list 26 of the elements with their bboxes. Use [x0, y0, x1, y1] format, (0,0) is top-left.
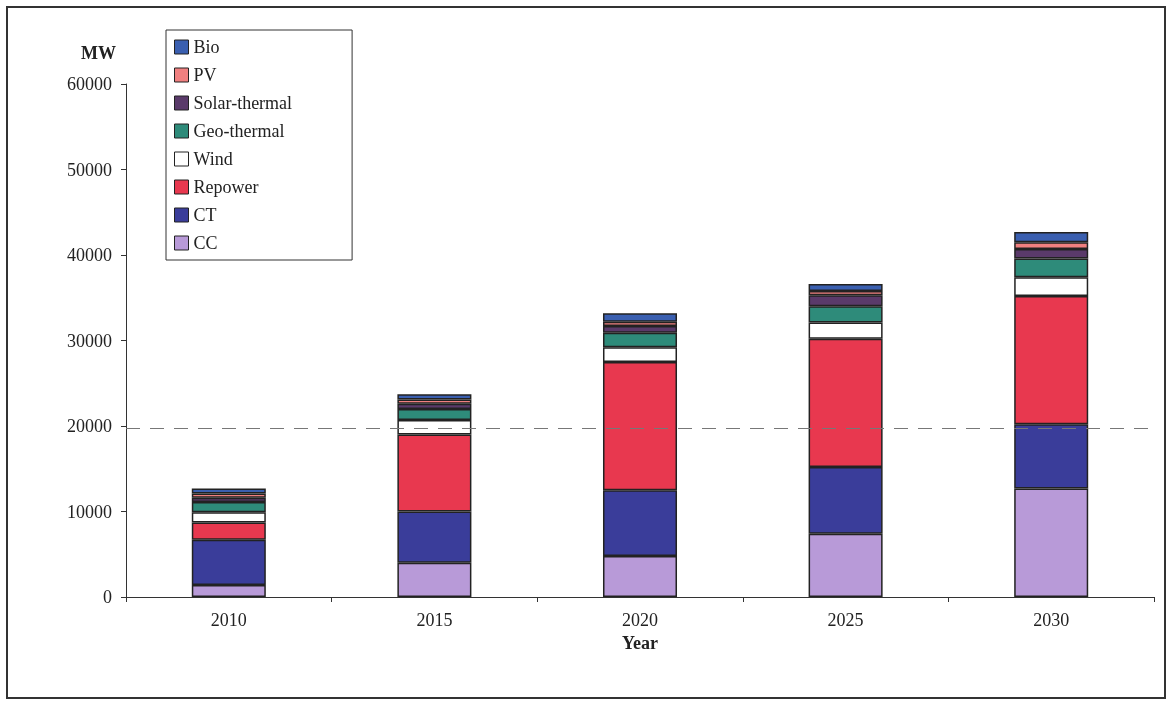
legend-label: PV [193, 65, 217, 85]
legend-label: CC [193, 233, 218, 253]
y-tick-label: 0 [103, 587, 112, 607]
x-tick-label: 2020 [622, 610, 658, 630]
legend-label: Wind [193, 149, 233, 169]
legend-label: Repower [193, 177, 259, 197]
y-tick-label: 50000 [67, 159, 112, 180]
y-tick-label: 60000 [67, 74, 112, 94]
x-axis-title: Year [622, 632, 658, 653]
x-tick-label: 2030 [1033, 610, 1070, 630]
x-tick-label: 2015 [416, 610, 453, 630]
y-axis-title: MW [81, 43, 116, 63]
legend-label: Solar-thermal [193, 93, 293, 113]
bar [602, 313, 678, 322]
x-tick-label: 2010 [210, 610, 247, 630]
y-tick-label: 40000 [67, 245, 112, 265]
legend-label: CT [193, 205, 217, 225]
x-tick-label: 2025 [827, 610, 864, 630]
y-tick-label: 30000 [67, 330, 112, 351]
y-tick-label: 10000 [67, 501, 112, 522]
bar [191, 488, 266, 494]
y-tick-label: 20000 [67, 416, 112, 436]
bar [808, 284, 883, 291]
bar [397, 394, 472, 400]
legend-label: Geo-thermal [193, 121, 285, 141]
legend-label: Bio [193, 37, 220, 57]
